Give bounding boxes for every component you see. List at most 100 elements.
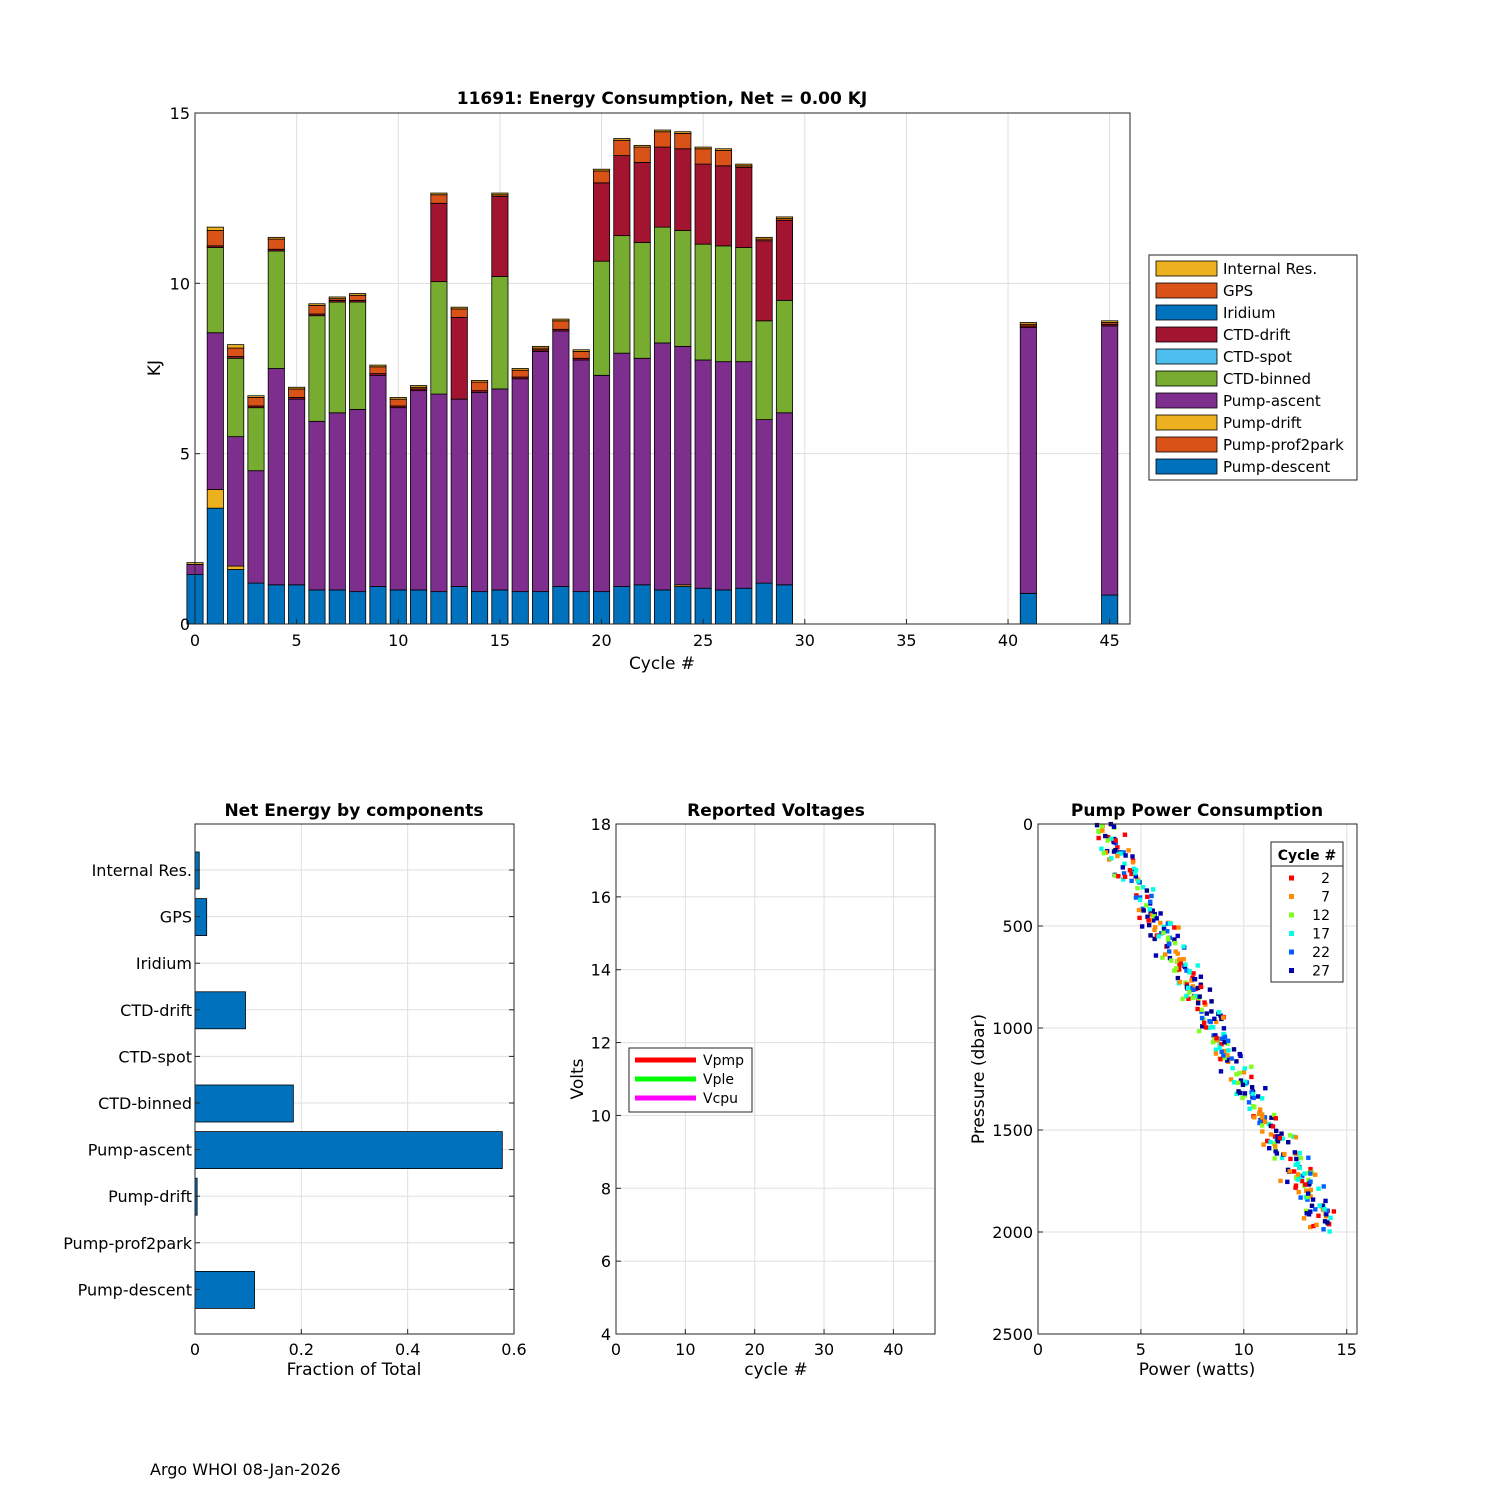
- pump-point: [1213, 1051, 1219, 1056]
- pump-axes-box: [1037, 823, 1358, 1335]
- pump-point: [1247, 1106, 1252, 1112]
- pump-xlabel: Power (watts): [1139, 1360, 1256, 1380]
- pump-point: [1256, 1111, 1262, 1117]
- pump-point: [1265, 1138, 1270, 1144]
- pump-point: [1188, 985, 1193, 991]
- net-bar: [194, 1084, 294, 1123]
- energy-bar-segment: [755, 419, 773, 584]
- pump-point: [1251, 1095, 1256, 1101]
- net-xtick-label: 0: [190, 1340, 200, 1359]
- energy-bar-segment: [775, 584, 793, 625]
- pump-point: [1099, 846, 1104, 851]
- energy-bar-segment: [328, 296, 346, 300]
- energy-xtick-label: 45: [1099, 631, 1119, 650]
- pump-point: [1268, 1132, 1274, 1137]
- energy-bar-segment: [410, 390, 428, 591]
- pump-point: [1207, 987, 1213, 992]
- pump-point: [1150, 887, 1156, 892]
- pump-point: [1229, 1056, 1234, 1061]
- energy-bar-segment: [227, 436, 245, 567]
- pump-point: [1177, 957, 1182, 962]
- pump-point: [1172, 925, 1177, 930]
- pump-point: [1273, 1148, 1278, 1154]
- pump-point: [1181, 944, 1186, 949]
- energy-bar-segment: [532, 591, 550, 625]
- energy-ytick-label: 10: [170, 274, 190, 293]
- pump-legend-marker: [1289, 968, 1294, 973]
- pump-point: [1259, 1096, 1265, 1101]
- energy-bar-segment: [349, 293, 367, 296]
- energy-bar-segment: [349, 294, 367, 301]
- pump-point: [1148, 933, 1153, 938]
- energy-bar-segment: [653, 226, 672, 344]
- net-bars: [194, 851, 503, 1309]
- energy-bar-segment: [552, 318, 570, 322]
- energy-bar-segment: [206, 507, 224, 625]
- energy-bar-segment: [532, 351, 550, 593]
- pump-point: [1187, 968, 1192, 974]
- net-category-label: Iridium: [136, 954, 192, 973]
- pump-point: [1293, 1185, 1298, 1190]
- energy-xtick-label: 15: [490, 631, 510, 650]
- energy-bar-segment: [288, 386, 306, 390]
- pump-point: [1255, 1094, 1261, 1099]
- energy-bar-segment: [267, 368, 285, 586]
- energy-bar-segment: [633, 584, 651, 625]
- pump-point: [1321, 1184, 1326, 1189]
- pump-point: [1184, 993, 1189, 999]
- pump-point: [1153, 953, 1159, 958]
- energy-bar-segment: [511, 591, 529, 625]
- pump-ytick-label: 500: [1002, 917, 1033, 936]
- energy-bar-segment: [552, 320, 570, 330]
- pump-legend-label: 17: [1312, 927, 1330, 943]
- pump-point: [1094, 822, 1100, 828]
- energy-bar-segment: [389, 407, 407, 591]
- pump-point: [1236, 1080, 1241, 1086]
- pump-point: [1313, 1172, 1318, 1177]
- volts-ytick-label: 12: [591, 1034, 611, 1053]
- pump-point: [1190, 984, 1196, 989]
- pump-point: [1148, 899, 1153, 905]
- energy-bar-segment: [633, 146, 651, 163]
- pump-point: [1154, 916, 1159, 921]
- pump-point: [1172, 940, 1178, 946]
- energy-bar-segment: [653, 589, 672, 625]
- energy-bar-segment: [227, 569, 245, 625]
- energy-bar-segment: [308, 315, 326, 422]
- pump-ticks: 0 5 10 15 0 500 1000 1500 2000 2500: [992, 815, 1357, 1359]
- energy-bar-segment: [613, 155, 631, 237]
- pump-ylabel: Pressure (dbar): [969, 1014, 989, 1144]
- pump-point: [1137, 895, 1143, 900]
- pump-point: [1177, 979, 1183, 985]
- pump-point: [1285, 1179, 1290, 1185]
- energy-bars: [186, 129, 1119, 625]
- pump-point: [1313, 1207, 1318, 1212]
- energy-bar-segment: [653, 342, 672, 591]
- energy-bar-segment: [613, 138, 631, 141]
- pump-point: [1226, 1038, 1231, 1044]
- pump-legend-title: Cycle #: [1278, 848, 1337, 864]
- net-category-label: CTD-binned: [98, 1094, 192, 1113]
- energy-legend-swatch: [1155, 414, 1218, 431]
- pump-point: [1296, 1189, 1301, 1195]
- energy-bar-segment: [206, 230, 224, 247]
- pump-point: [1231, 1080, 1237, 1085]
- energy-bar-segment: [471, 391, 489, 593]
- pump-ytick-label: 1000: [992, 1019, 1033, 1038]
- energy-bar-segment: [328, 301, 346, 414]
- energy-legend-label: Pump-descent: [1223, 458, 1330, 476]
- pump-point: [1219, 1042, 1224, 1047]
- energy-bar-segment: [389, 397, 407, 400]
- energy-bar-segment: [227, 347, 245, 357]
- pump-point: [1262, 1119, 1268, 1124]
- net-bar: [194, 1131, 503, 1169]
- energy-bar-segment: [389, 589, 407, 625]
- net-category-label: Internal Res.: [92, 861, 192, 880]
- pump-point: [1200, 1024, 1205, 1029]
- energy-bar-segment: [1019, 322, 1037, 325]
- volts-legend-label: Vple: [703, 1072, 734, 1088]
- pump-point: [1271, 1141, 1277, 1146]
- pump-point: [1246, 1100, 1252, 1105]
- volts-title: Reported Voltages: [687, 801, 865, 821]
